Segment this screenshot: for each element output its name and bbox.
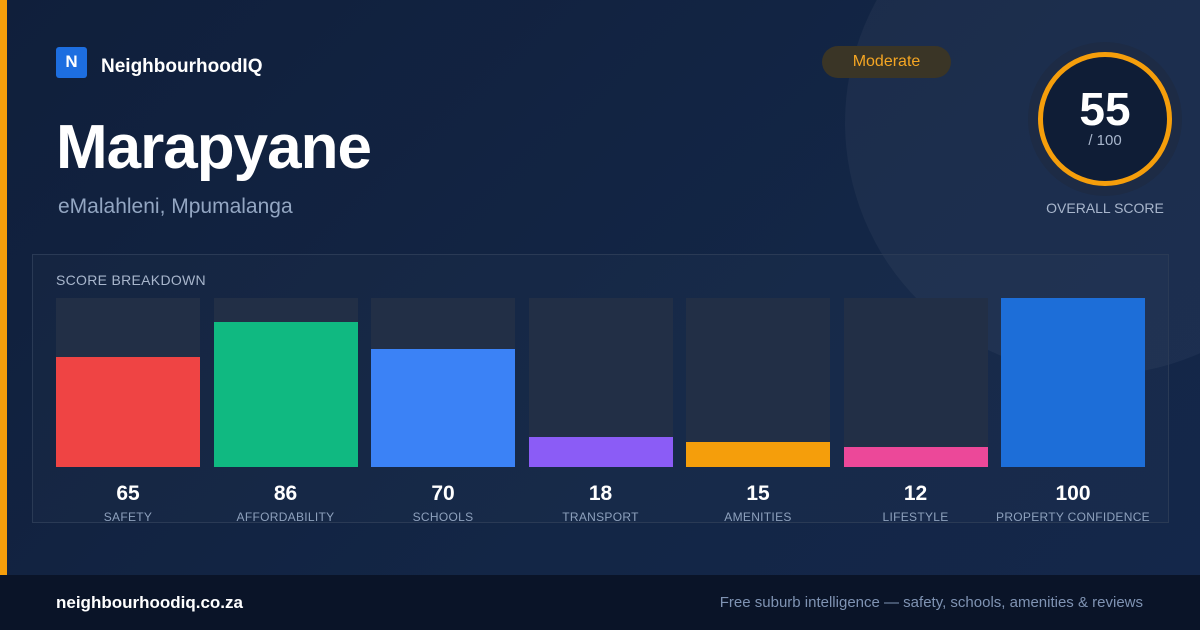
bar-label-transport: TRANSPORT: [562, 510, 639, 524]
bar-affordability: [213, 322, 358, 467]
overall-score-value: 55: [1079, 83, 1131, 135]
bar-transport: [528, 437, 673, 467]
bar-schools: [371, 349, 515, 467]
bar-value-amenities: 15: [746, 482, 770, 505]
bar-value-safety: 65: [116, 482, 140, 505]
footer-tagline: Free suburb intelligence — safety, schoo…: [719, 594, 1143, 611]
bar-value-lifestyle: 12: [903, 482, 928, 505]
brand-logo-icon: N: [56, 46, 87, 78]
score-ring-progress: [1038, 52, 1172, 186]
bar-amenities: [686, 442, 830, 467]
bar-label-amenities: AMENITIES: [724, 510, 792, 524]
brand: N NeighbourhoodIQ: [56, 46, 262, 78]
suburb-location: eMalahleni, Mpumalanga: [58, 195, 293, 218]
brand-name: NeighbourhoodIQ: [101, 56, 263, 77]
breakdown-title: SCORE BREAKDOWN: [56, 272, 206, 288]
rating-badge: Moderate: [822, 46, 951, 78]
bar-lifestyle: [843, 447, 988, 467]
bar-label-affordability: AFFORDABILITY: [236, 510, 335, 524]
overall-score-max: / 100: [1088, 132, 1122, 149]
overall-score-ring: 55: [1028, 42, 1182, 196]
bar-track-property-confidence: [1001, 298, 1145, 467]
bar-track-amenities: [686, 298, 830, 467]
score-breakdown-panel: SCORE BREAKDOWN 65 SAFETY 86 AFFORDABILITY 7…: [32, 254, 1169, 524]
bar-value-transport: 18: [588, 482, 613, 505]
overall-score-label: OVERALL SCORE: [1046, 200, 1164, 216]
bar-label-property-confidence: PROPERTY CONFIDENCE: [996, 510, 1150, 524]
bar-property-confidence: [1001, 298, 1145, 467]
bar-track-schools: [371, 298, 515, 467]
bar-label-safety: SAFETY: [103, 510, 153, 524]
suburb-title: Marapyane: [56, 113, 372, 182]
bar-track-transport: [528, 298, 673, 467]
bar-value-schools: 70: [431, 482, 455, 505]
accent-strip: [0, 0, 7, 575]
bar-value-affordability: 86: [273, 482, 298, 505]
bar-value-property-confidence: 100: [1055, 482, 1091, 505]
bar-label-schools: SCHOOLS: [412, 510, 474, 524]
bar-track-lifestyle: [843, 298, 988, 467]
bar-safety: [56, 357, 200, 467]
bar-track-affordability: [213, 298, 358, 467]
bar-label-lifestyle: LIFESTYLE: [882, 510, 949, 524]
footer: neighbourhoodiq.co.za Free suburb intell…: [0, 575, 1200, 630]
footer-url[interactable]: neighbourhoodiq.co.za: [56, 593, 243, 612]
bar-track-safety: [56, 298, 200, 467]
